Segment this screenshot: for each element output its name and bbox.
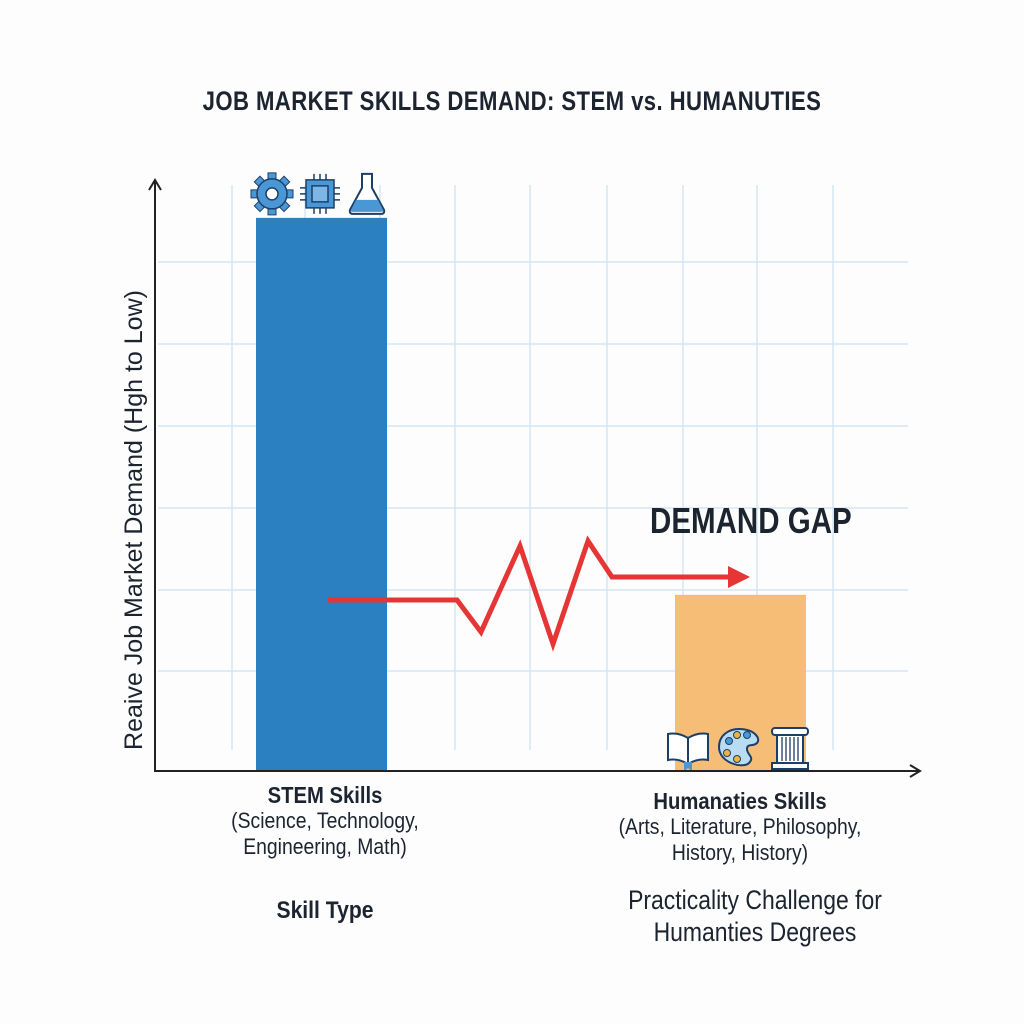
- x-axis: [155, 764, 922, 778]
- category-name: STEM Skills: [267, 782, 383, 808]
- y-axis: [148, 178, 162, 772]
- x-tick-label-humanities: Humanaties Skills (Arts, Literature, Phi…: [599, 788, 881, 866]
- x-tick-label-stem: STEM Skills (Science, Technology, Engine…: [219, 782, 430, 860]
- category-detail: History, History): [671, 840, 809, 865]
- y-axis-label: Reaive Job Market Demand (Hgh to Low): [120, 290, 148, 750]
- category-detail: Engineering, Math): [243, 834, 407, 859]
- chip-icon: [300, 173, 340, 214]
- chart-title: JOB MARKET SKILLS DEMAND: STEM vs. HUMAN…: [202, 86, 822, 116]
- palette-icon: [717, 727, 760, 767]
- arrowhead-icon: [728, 566, 750, 588]
- category-name: Humanaties Skills: [653, 788, 827, 814]
- category-detail: (Science, Technology,: [231, 808, 419, 833]
- x-axis-label: Skill Type: [276, 897, 374, 924]
- gap-zigzag-line: [328, 535, 735, 652]
- note-line: Practicality Challenge for: [628, 885, 882, 915]
- gear-icon: [250, 172, 294, 216]
- practicality-note: Practicality Challenge for Humanties Deg…: [606, 884, 904, 948]
- demand-gap-annotation: DEMAND GAP: [650, 500, 852, 541]
- flask-icon: [348, 172, 386, 215]
- bar-stem: [256, 217, 387, 771]
- category-detail: (Arts, Literature, Philosophy,: [618, 814, 862, 839]
- demand-gap-arrow: [328, 535, 750, 652]
- column-icon: [771, 727, 809, 770]
- note-line: Humanties Degrees: [653, 917, 857, 947]
- book-icon: [667, 732, 709, 772]
